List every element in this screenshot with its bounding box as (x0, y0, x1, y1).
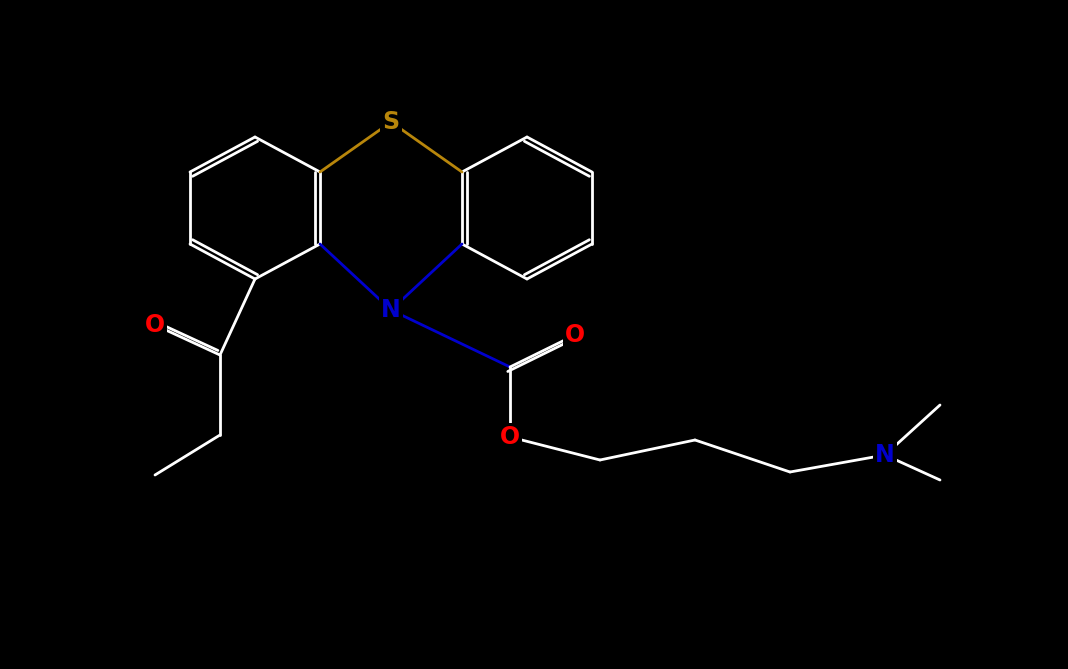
Text: O: O (565, 323, 585, 347)
Text: N: N (875, 443, 895, 467)
Text: O: O (145, 313, 166, 337)
Text: N: N (381, 298, 400, 322)
Text: S: S (382, 110, 399, 134)
Text: O: O (500, 425, 520, 449)
